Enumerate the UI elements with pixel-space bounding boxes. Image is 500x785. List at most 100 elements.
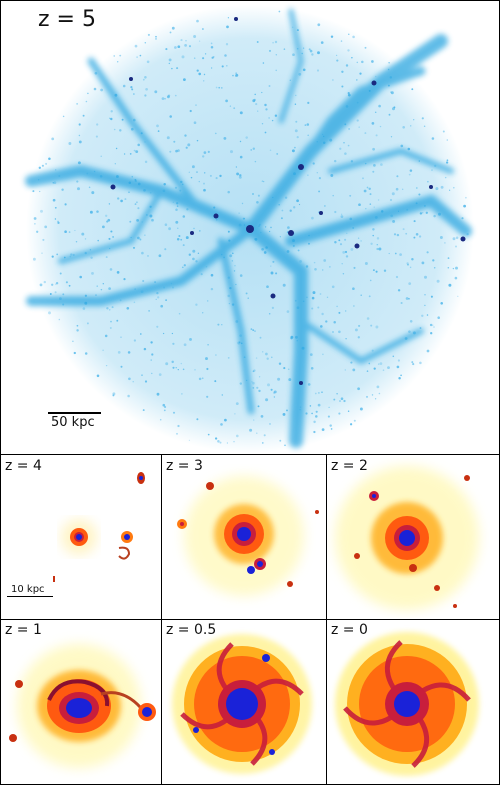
particle-speck xyxy=(413,119,415,121)
z1-label: z = 1 xyxy=(5,622,42,638)
particle-speck xyxy=(117,197,120,200)
particle-speck xyxy=(164,98,166,100)
particle-speck xyxy=(395,187,399,191)
particle-speck xyxy=(95,135,98,138)
particle-speck xyxy=(376,247,379,251)
particle-speck xyxy=(177,227,179,229)
halo-dot xyxy=(190,231,194,235)
particle-speck xyxy=(245,136,248,139)
particle-speck xyxy=(139,238,142,241)
particle-speck xyxy=(372,234,374,237)
particle-speck xyxy=(195,260,198,263)
particle-speck xyxy=(112,394,115,397)
particle-speck xyxy=(316,69,320,72)
particle-speck xyxy=(266,357,269,360)
particle-speck xyxy=(151,353,154,356)
particle-speck xyxy=(263,251,267,254)
particle-speck xyxy=(333,398,336,401)
particle-speck xyxy=(440,302,443,305)
particle-speck xyxy=(392,219,396,223)
particle-speck xyxy=(358,324,361,327)
particle-speck xyxy=(273,396,276,398)
particle-speck xyxy=(90,256,93,260)
particle-speck xyxy=(371,394,374,396)
particle-speck xyxy=(239,155,243,159)
particle-speck xyxy=(371,122,375,125)
particle-speck xyxy=(425,211,428,214)
particle-speck xyxy=(433,214,436,218)
particle-speck xyxy=(276,152,279,155)
particle-speck xyxy=(319,293,322,295)
particle-speck xyxy=(233,440,235,443)
particle-speck xyxy=(408,297,410,300)
particle-speck xyxy=(298,203,301,206)
particle-speck xyxy=(366,370,369,372)
particle-speck xyxy=(241,202,244,205)
z3-panel: z = 3 xyxy=(162,456,326,618)
particle-speck xyxy=(304,124,307,126)
particle-speck xyxy=(48,157,51,161)
particle-speck xyxy=(224,418,227,422)
particle-speck xyxy=(309,353,313,356)
particle-speck xyxy=(227,17,230,19)
particle-speck xyxy=(180,362,183,365)
particle-speck xyxy=(256,432,258,434)
particle-speck xyxy=(65,281,68,284)
particle-speck xyxy=(203,73,206,76)
particle-speck xyxy=(418,193,421,196)
particle-speck xyxy=(287,368,290,370)
particle-speck xyxy=(168,58,172,62)
particle-speck xyxy=(373,164,376,167)
particle-speck xyxy=(267,383,270,387)
particle-speck xyxy=(128,191,130,193)
particle-speck xyxy=(166,136,170,140)
particle-speck xyxy=(379,125,382,128)
particle-speck xyxy=(402,188,404,190)
particle-speck xyxy=(387,366,390,370)
z2-panel: z = 2 xyxy=(327,456,499,618)
particle-speck xyxy=(376,243,379,246)
particle-speck xyxy=(235,434,239,438)
particle-speck xyxy=(68,231,71,233)
particle-speck xyxy=(293,146,296,149)
particle-speck xyxy=(374,111,377,114)
particle-speck xyxy=(232,74,234,77)
particle-speck xyxy=(56,253,59,256)
particle-speck xyxy=(311,307,314,310)
particle-speck xyxy=(433,267,436,269)
particle-speck xyxy=(117,61,119,63)
particle-speck xyxy=(323,259,327,262)
particle-speck xyxy=(141,251,144,255)
particle-speck xyxy=(238,212,240,214)
particle-speck xyxy=(129,220,132,223)
particle-speck xyxy=(198,377,202,381)
particle-speck xyxy=(100,88,103,92)
particle-speck xyxy=(294,129,298,133)
particle-speck xyxy=(413,236,416,239)
z4-label: z = 4 xyxy=(5,458,42,474)
particle-speck xyxy=(132,246,136,249)
particle-speck xyxy=(340,213,343,216)
particle-speck xyxy=(424,294,426,296)
particle-speck xyxy=(380,163,383,166)
particle-speck xyxy=(109,117,111,120)
particle-speck xyxy=(234,264,236,267)
particle-speck xyxy=(133,93,135,95)
particle-speck xyxy=(239,111,243,115)
particle-speck xyxy=(351,57,353,59)
particle-speck xyxy=(198,40,201,42)
particle-speck xyxy=(195,303,198,306)
z3-label: z = 3 xyxy=(166,458,203,474)
particle-speck xyxy=(203,151,207,154)
particle-speck xyxy=(196,69,199,72)
particle-speck xyxy=(397,289,401,292)
particle-speck xyxy=(198,180,200,183)
particle-speck xyxy=(123,153,126,155)
particle-speck xyxy=(433,326,435,328)
particle-speck xyxy=(227,357,230,359)
particle-speck xyxy=(203,188,206,192)
particle-speck xyxy=(84,352,88,355)
particle-speck xyxy=(75,241,78,243)
particle-speck xyxy=(311,296,315,300)
particle-speck xyxy=(192,257,195,261)
